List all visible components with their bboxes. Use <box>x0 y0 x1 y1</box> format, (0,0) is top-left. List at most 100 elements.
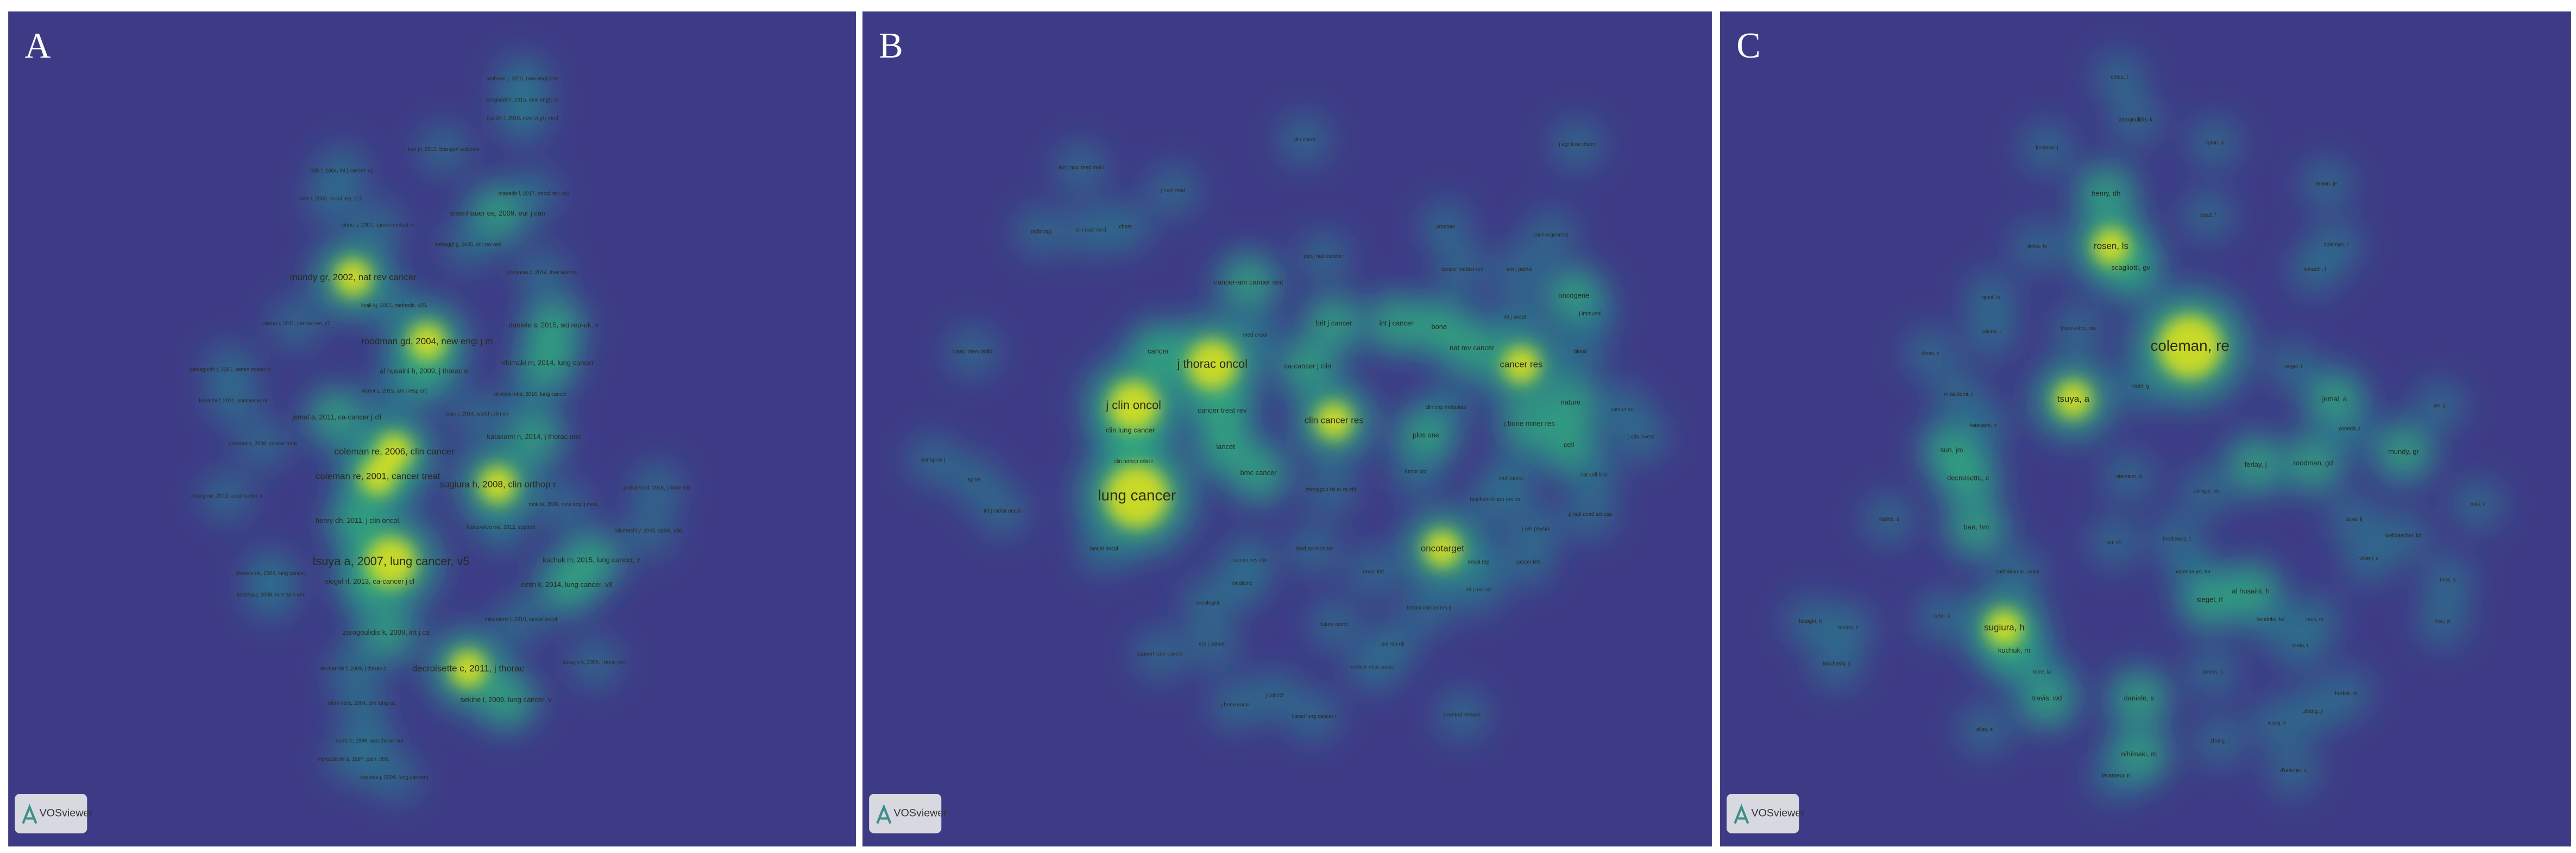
term-label: prolialem d, 2016, j bone min <box>623 485 691 491</box>
term-label: coleman r, 2006, cancer treat <box>229 441 297 447</box>
density-layer <box>1784 50 2504 803</box>
term-label: mundy gr, 2002, nat rev cancer <box>290 272 417 282</box>
term-label: peters, s <box>2203 669 2223 675</box>
term-label: niemann, n <box>2116 473 2142 479</box>
term-label: j clin invest <box>1628 434 1654 440</box>
term-label: henry, dh <box>2092 189 2120 198</box>
term-label: silas, a <box>1976 727 1993 733</box>
term-label: med sci monitor <box>1296 546 1333 552</box>
term-label: qu, xh <box>2107 539 2121 545</box>
term-label: vicent s, 2015, am j resp crit <box>362 388 427 394</box>
term-label: cancer lett <box>1516 559 1540 565</box>
density-glow <box>975 484 1029 538</box>
term-label: cetin, k <box>1933 614 1950 620</box>
term-label: macedo f, 2017, oncol rev, v11 <box>499 191 570 197</box>
density-glow <box>2342 532 2396 585</box>
density-glow <box>2180 465 2233 518</box>
term-label: delea, te <box>2027 244 2047 250</box>
term-label: oliveira mbd, 2016, lung cancer <box>494 391 568 397</box>
density-glow <box>2313 378 2356 421</box>
term-label: mitsudomi, t <box>1944 391 1973 397</box>
term-label: oncol lett <box>1363 569 1384 575</box>
term-label: eisenhauer ea, 2009, eur j can <box>450 209 546 217</box>
density-glow <box>2011 220 2064 273</box>
term-label: j bone oncol <box>1221 702 1250 708</box>
density-glow <box>2088 516 2141 569</box>
term-label: brahmer j, 2015, new engl j me <box>487 76 559 82</box>
density-glow <box>2288 593 2341 646</box>
term-label: sekine i, 2009, lung cancer, v <box>461 696 552 704</box>
term-label: lung cancer <box>1098 486 1176 503</box>
density-glow <box>269 297 322 350</box>
term-label: int j oncol <box>1504 314 1526 320</box>
term-label: kuchuk, m <box>1998 646 2030 654</box>
term-label: clin lung cancer <box>1106 426 1155 434</box>
density-glow <box>532 304 575 347</box>
density-glow <box>2234 444 2277 486</box>
density-glow <box>1503 346 1540 383</box>
term-label: quint le, 1996, ann thorac sur <box>336 738 404 744</box>
badge-box <box>15 794 87 833</box>
badge-icon <box>876 804 892 824</box>
density-glow <box>1469 473 1522 526</box>
density-glow <box>475 501 527 554</box>
term-label: clin chem <box>1293 137 1315 143</box>
density-glow <box>1347 641 1400 694</box>
density-glow <box>450 388 503 441</box>
term-label: quint, le <box>1982 294 2000 300</box>
term-label: travis, wd <box>2032 694 2062 702</box>
density-glow <box>1450 327 1494 370</box>
term-label: j vasc interv radiol <box>951 349 993 355</box>
term-label: siegel, rl <box>2196 595 2223 603</box>
panel-letter: A <box>24 26 51 66</box>
term-label: d'antonio, c <box>2280 768 2307 774</box>
term-label: decroisette c, 2011, j thorac <box>412 663 525 673</box>
density-glow <box>2093 228 2130 265</box>
term-label: coleman re, 2001, cancer treat <box>316 471 440 481</box>
term-label: chessin ok, 2004, lung cancer, <box>236 571 306 577</box>
term-label: daniele s, 2015, sci rep-uk, v <box>509 321 599 329</box>
term-label: med oncol <box>1243 332 1268 338</box>
term-label: plos one <box>1413 431 1439 439</box>
term-label: j clin oncol <box>1105 398 1161 412</box>
density-glow <box>366 537 416 587</box>
term-label: hirsh vera, 2004, clin lung ca <box>328 700 395 706</box>
density-glow <box>2382 431 2425 473</box>
term-label: hsu, yl <box>2435 618 2451 624</box>
term-label: mok ts, 2009, new engl j med, <box>528 502 598 508</box>
badge-box <box>1727 794 1799 833</box>
term-label: sugiura, h <box>1984 622 2024 633</box>
term-label: yoneda, t <box>2339 426 2360 432</box>
term-label: zhang mc, 2012, acad radiol, v <box>191 494 263 500</box>
term-label: nihimaki, m <box>2121 750 2157 758</box>
density-glow <box>2020 121 2074 174</box>
term-label: siegel, r <box>2284 364 2303 370</box>
term-label: nat rev cancer <box>1450 344 1495 352</box>
density-glow <box>368 751 421 804</box>
density-glow <box>1435 243 1489 296</box>
vosviewer-badge: VOSviewer <box>15 794 93 833</box>
term-label: brit j cancer <box>1316 319 1353 327</box>
term-label: kuchuk m, 2015, lung cancer, v <box>543 556 640 564</box>
term-label: clin orthop relat r <box>1114 459 1154 465</box>
density-glow <box>207 375 260 428</box>
density-glow <box>335 260 371 296</box>
density-glow <box>906 434 960 486</box>
term-label: lopez-olivo ma, 2012, support <box>467 525 536 530</box>
density-glow <box>2182 189 2234 242</box>
density-glow <box>2451 478 2504 531</box>
term-label: roodman gd, 2004, new engl j m <box>362 336 493 346</box>
term-label: radies, d <box>1879 516 1899 522</box>
term-label: yin, jj <box>2434 403 2446 409</box>
term-label: bae, hm <box>1963 523 1989 531</box>
term-label: reck, m <box>2306 617 2323 623</box>
term-label: roodman, gd <box>2294 459 2333 467</box>
density-glow <box>1209 679 1262 732</box>
term-label: siegel rl, 2013, ca-cancer j cl <box>325 577 414 585</box>
term-label: livak kj, 2001, methods, v25, <box>361 303 427 309</box>
density-glow <box>2093 50 2146 104</box>
term-label: stone s, 2007, cancer metast re <box>341 222 414 228</box>
term-label: deleu, t <box>2111 74 2128 80</box>
term-label: kosteva j, 2004, lung cancer j <box>360 774 428 780</box>
